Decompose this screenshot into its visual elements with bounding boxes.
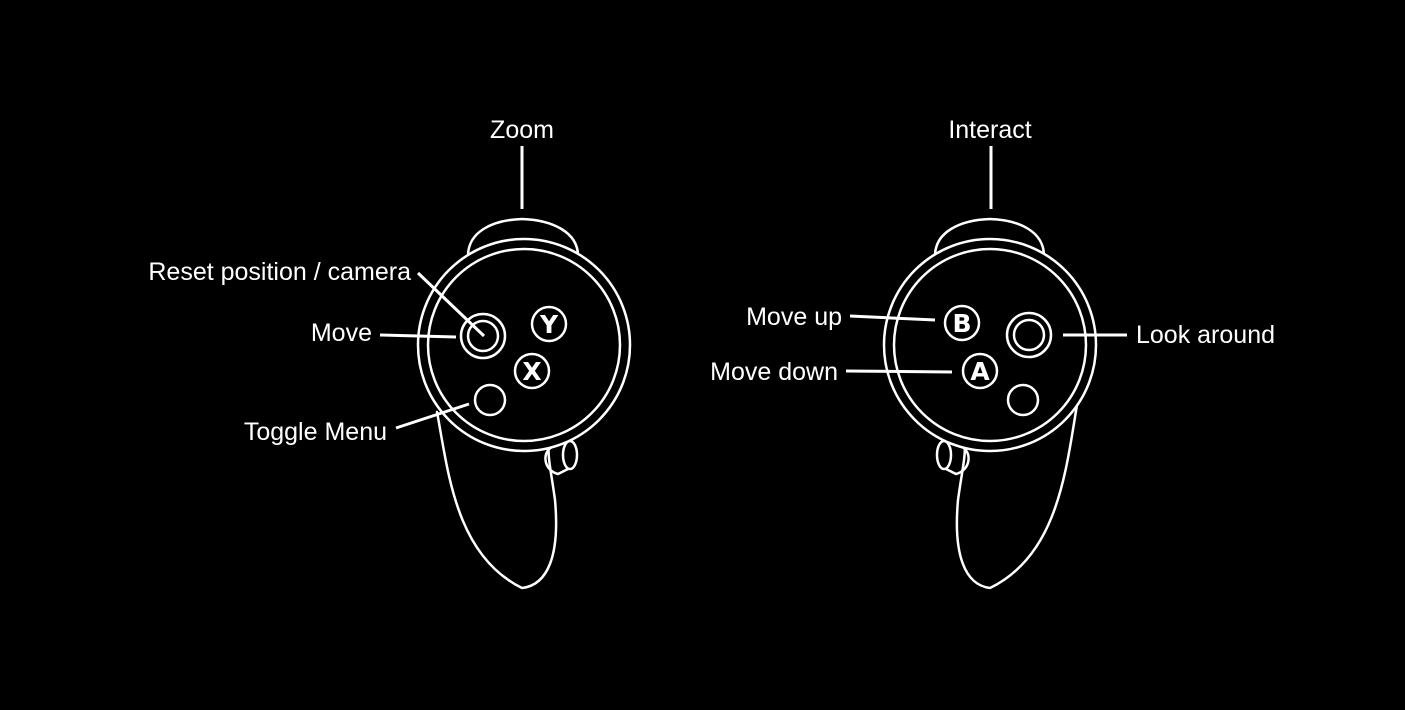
left-controller-side-nub-cap — [561, 439, 579, 471]
toggle-menu-leader-line — [395, 402, 470, 430]
right-controller-grip — [955, 403, 1079, 590]
right-controller: B A — [882, 217, 1098, 590]
a-button[interactable] — [961, 352, 999, 390]
left-thumbstick-inner[interactable] — [466, 319, 500, 353]
move-label: Move — [311, 319, 372, 347]
left-controller-trigger — [466, 217, 580, 258]
home-button[interactable] — [1006, 383, 1040, 417]
left-controller-outer-ring — [416, 237, 632, 453]
right-controller-trigger — [933, 217, 1046, 258]
right-controller-outer-ring — [882, 237, 1098, 453]
left-controller-inner-ring — [426, 247, 622, 443]
move-down-label: Move down — [710, 358, 838, 386]
reset-leader-line — [416, 271, 486, 338]
interact-label: Interact — [948, 116, 1031, 144]
left-thumbstick[interactable] — [459, 312, 507, 360]
look-around-label: Look around — [1136, 321, 1275, 349]
menu-button[interactable] — [473, 383, 507, 417]
b-button[interactable] — [943, 304, 981, 342]
right-controller-side-nub-cap — [935, 439, 953, 471]
move-up-label: Move up — [746, 303, 842, 331]
move-up-leader-line — [849, 314, 936, 322]
toggle-menu-label: Toggle Menu — [244, 418, 387, 446]
right-controller-inner-ring — [892, 247, 1088, 443]
y-button[interactable] — [530, 305, 568, 343]
zoom-label: Zoom — [490, 116, 554, 144]
right-thumbstick-inner[interactable] — [1012, 318, 1046, 352]
b-button-letter: B — [952, 309, 971, 338]
reset-position-camera-label: Reset position / camera — [148, 258, 411, 286]
a-button-letter: A — [970, 357, 990, 386]
move-leader-line — [379, 333, 457, 339]
x-button-letter: X — [522, 357, 541, 386]
right-thumbstick[interactable] — [1005, 311, 1053, 359]
move-down-leader-line — [845, 369, 953, 374]
left-controller: Y X — [416, 217, 632, 590]
x-button[interactable] — [513, 352, 551, 390]
y-button-letter: Y — [539, 310, 559, 339]
left-controller-grip — [435, 410, 558, 590]
